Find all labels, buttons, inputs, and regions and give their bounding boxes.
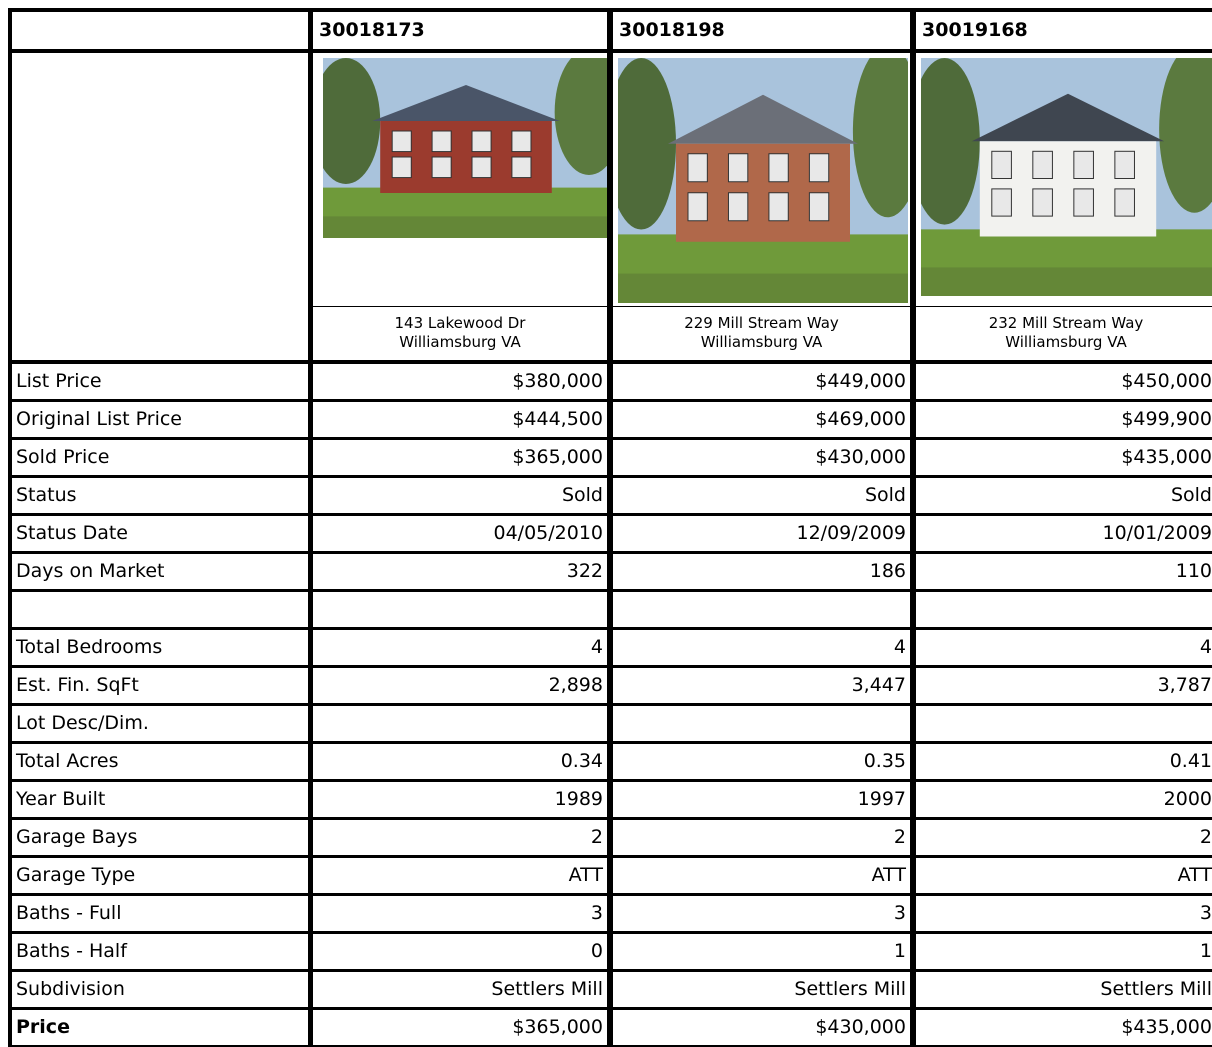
- city: Williamsburg VA: [613, 333, 910, 352]
- street-address: 229 Mill Stream Way: [613, 314, 910, 333]
- value-cell: ATT: [613, 858, 910, 893]
- page: 300181733001819830019168143 Lakewood DrW…: [0, 0, 1212, 1047]
- value-cell: $365,000: [313, 1010, 607, 1045]
- value-cell: [613, 706, 910, 741]
- value-cell: 2: [613, 820, 910, 855]
- house-photo: [921, 58, 1212, 296]
- value-cell: 2: [313, 820, 607, 855]
- value-cell: 12/09/2009: [613, 516, 910, 551]
- row-label: Price: [12, 1010, 308, 1045]
- value-cell: 10/01/2009: [916, 516, 1212, 551]
- row-label: List Price: [12, 364, 308, 399]
- value-cell: $380,000: [313, 364, 607, 399]
- blank-cell: [12, 53, 308, 360]
- value-cell: [916, 706, 1212, 741]
- value-cell: Settlers Mill: [313, 972, 607, 1007]
- value-cell: $365,000: [313, 440, 607, 475]
- photo-cell: [916, 53, 1212, 306]
- value-cell: 0.35: [613, 744, 910, 779]
- value-cell: $450,000: [916, 364, 1212, 399]
- row-label: Original List Price: [12, 402, 308, 437]
- value-cell: 0: [313, 934, 607, 969]
- value-cell: Sold: [916, 478, 1212, 513]
- row-label: Garage Type: [12, 858, 308, 893]
- value-cell: 0.34: [313, 744, 607, 779]
- photo-cell: [613, 53, 910, 306]
- value-cell: 4: [916, 630, 1212, 665]
- listing-number: 30019168: [916, 12, 1212, 49]
- value-cell: $430,000: [613, 1010, 910, 1045]
- value-cell: $430,000: [613, 440, 910, 475]
- value-cell: 0.41: [916, 744, 1212, 779]
- blank-cell: [613, 592, 910, 627]
- row-label: Status Date: [12, 516, 308, 551]
- value-cell: 3: [613, 896, 910, 931]
- street-address: 143 Lakewood Dr: [313, 314, 607, 333]
- value-cell: Sold: [313, 478, 607, 513]
- value-cell: $469,000: [613, 402, 910, 437]
- value-cell: Sold: [613, 478, 910, 513]
- blank-cell: [12, 592, 308, 627]
- row-label: Status: [12, 478, 308, 513]
- value-cell: 2000: [916, 782, 1212, 817]
- row-label: Garage Bays: [12, 820, 308, 855]
- value-cell: 3: [916, 896, 1212, 931]
- row-label: Total Bedrooms: [12, 630, 308, 665]
- value-cell: 1: [916, 934, 1212, 969]
- value-cell: 110: [916, 554, 1212, 589]
- value-cell: 2,898: [313, 668, 607, 703]
- value-cell: 4: [613, 630, 910, 665]
- listing-number: 30018173: [313, 12, 607, 49]
- value-cell: $499,900: [916, 402, 1212, 437]
- row-label: Days on Market: [12, 554, 308, 589]
- value-cell: $449,000: [613, 364, 910, 399]
- value-cell: [313, 706, 607, 741]
- house-photo: [618, 58, 908, 303]
- blank-cell: [916, 592, 1212, 627]
- value-cell: 2: [916, 820, 1212, 855]
- value-cell: 04/05/2010: [313, 516, 607, 551]
- row-label: Baths - Full: [12, 896, 308, 931]
- value-cell: Settlers Mill: [916, 972, 1212, 1007]
- blank-cell: [313, 592, 607, 627]
- row-label: Subdivision: [12, 972, 308, 1007]
- row-label: Total Acres: [12, 744, 308, 779]
- value-cell: 3,787: [916, 668, 1212, 703]
- value-cell: $435,000: [916, 1010, 1212, 1045]
- header-cell: [12, 12, 308, 49]
- value-cell: ATT: [916, 858, 1212, 893]
- value-cell: 4: [313, 630, 607, 665]
- row-label: Baths - Half: [12, 934, 308, 969]
- value-cell: 3: [313, 896, 607, 931]
- house-photo: [323, 58, 607, 238]
- value-cell: 1989: [313, 782, 607, 817]
- value-cell: Settlers Mill: [613, 972, 910, 1007]
- value-cell: $435,000: [916, 440, 1212, 475]
- value-cell: 186: [613, 554, 910, 589]
- value-cell: ATT: [313, 858, 607, 893]
- city: Williamsburg VA: [916, 333, 1212, 352]
- street-address: 232 Mill Stream Way: [916, 314, 1212, 333]
- city: Williamsburg VA: [313, 333, 607, 352]
- listing-number: 30018198: [613, 12, 910, 49]
- value-cell: 3,447: [613, 668, 910, 703]
- row-label: Est. Fin. SqFt: [12, 668, 308, 703]
- value-cell: 322: [313, 554, 607, 589]
- photo-cell: [313, 53, 607, 306]
- row-label: Sold Price: [12, 440, 308, 475]
- value-cell: 1997: [613, 782, 910, 817]
- value-cell: $444,500: [313, 402, 607, 437]
- row-label: Year Built: [12, 782, 308, 817]
- value-cell: 1: [613, 934, 910, 969]
- row-label: Lot Desc/Dim.: [12, 706, 308, 741]
